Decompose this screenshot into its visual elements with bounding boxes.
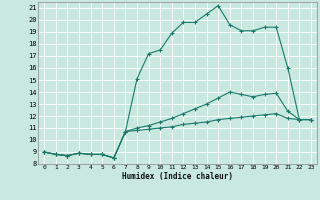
X-axis label: Humidex (Indice chaleur): Humidex (Indice chaleur) <box>122 172 233 181</box>
